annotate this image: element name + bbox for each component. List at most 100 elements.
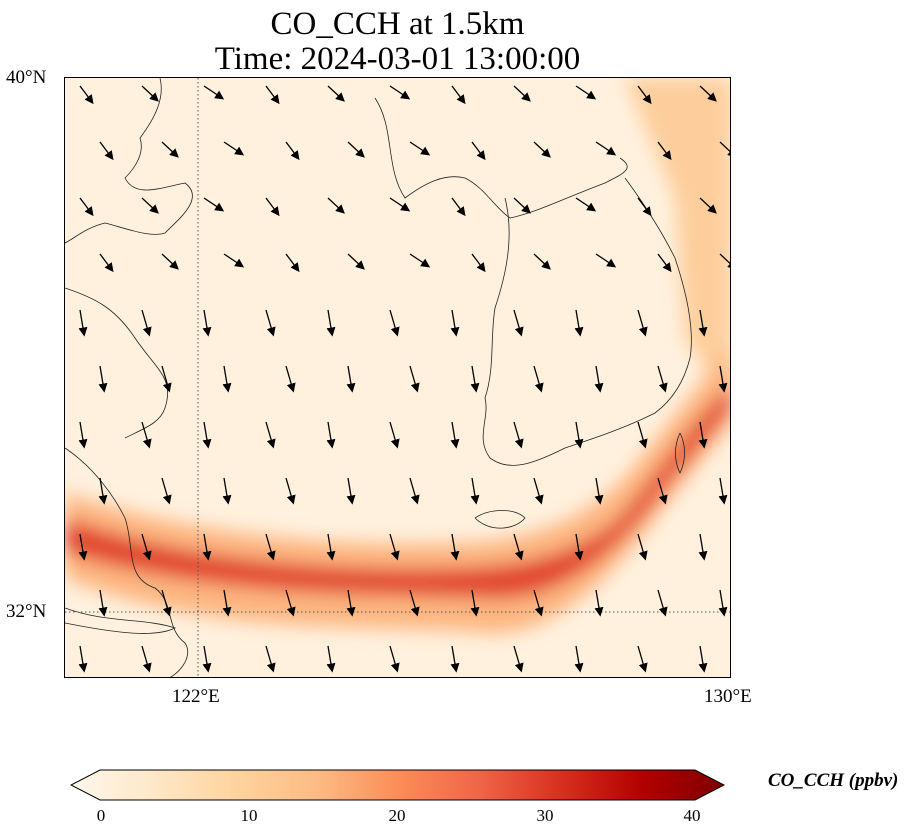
wind-arrow-66 [78,421,88,449]
wind-arrow-89 [141,533,152,561]
wind-arrow-50 [450,309,460,337]
wind-arrow-19 [595,141,617,156]
wind-arrow-98 [698,533,708,561]
wind-arrow-7 [513,85,531,102]
wind-arrow-106 [533,589,544,617]
wind-arrow-94 [450,533,460,561]
wind-arrow-34 [161,253,179,270]
plot-title-line2: Time: 2024-03-01 13:00:00 [214,41,581,77]
map-panel [64,77,731,678]
lon-label-130e: 130°E [704,686,752,707]
colorbar-label: CO_CCH (ppbv) [768,770,899,791]
wind-arrow-21 [719,141,730,158]
coast-jeju [474,510,526,529]
coast-liaoning [374,97,628,219]
wind-arrow-68 [202,421,212,449]
wind-arrow-107 [594,589,604,617]
wind-arrow-112 [202,645,212,673]
wind-arrow-30 [575,197,597,212]
coast-liaodong-shandong-north [65,78,193,244]
wind-arrow-39 [471,253,486,273]
wind-arrow-90 [202,533,212,561]
coast-yangtze-estuary [65,607,177,634]
wind-arrow-38 [409,253,431,268]
wind-arrow-92 [326,533,336,561]
wind-arrow-111 [141,645,152,673]
wind-arrow-11 [99,141,114,161]
wind-arrow-45 [141,309,152,337]
wind-arrow-23 [141,197,159,214]
wind-arrow-101 [222,589,232,617]
wind-arrow-70 [326,421,336,449]
wind-arrow-54 [698,309,708,337]
wind-arrow-16 [409,141,431,156]
wind-arrow-63 [594,365,604,393]
wind-arrow-22 [79,197,94,217]
wind-arrow-43 [719,253,730,270]
wind-arrow-93 [389,533,400,561]
wind-arrow-8 [575,85,597,100]
lat-label-40n: 40°N [6,67,47,88]
wind-arrow-15 [347,141,365,158]
gridlines [65,78,730,677]
wind-arrow-100 [161,589,172,617]
field-east-edge [625,78,730,406]
wind-arrow-78 [161,477,172,505]
wind-arrow-73 [513,421,524,449]
wind-arrow-108 [657,589,668,617]
lon-label-122e: 122°E [172,686,220,707]
wind-arrow-105 [470,589,480,617]
wind-arrow-59 [346,365,356,393]
wind-arrow-60 [409,365,420,393]
wind-arrow-14 [285,141,300,161]
wind-arrow-118 [574,645,584,673]
coast-korea [482,177,692,466]
colorbar-tick-20: 20 [388,806,406,825]
wind-arrow-87 [718,477,728,505]
wind-arrow-55 [98,365,108,393]
wind-arrow-4 [327,85,345,102]
plot-title-line1: CO_CCH at 1.5km [270,6,525,42]
wind-arrow-71 [389,421,400,449]
colorbar [69,769,726,806]
wind-arrow-67 [141,421,152,449]
wind-arrow-40 [533,253,551,270]
wind-arrow-52 [574,309,584,337]
wind-arrow-35 [223,253,245,268]
colorbar-tick-40: 40 [683,806,701,825]
wind-arrow-9 [637,85,652,105]
map-canvas [65,78,730,677]
wind-arrow-42 [657,253,672,273]
wind-arrow-74 [574,421,584,449]
wind-arrow-102 [285,589,296,617]
wind-arrow-77 [98,477,108,505]
wind-arrow-33 [99,253,114,273]
wind-arrow-104 [409,589,420,617]
wind-arrow-25 [265,197,280,217]
wind-arrow-82 [409,477,420,505]
wind-arrow-83 [470,477,480,505]
wind-arrow-80 [285,477,296,505]
coast-shandong-peninsula [65,287,169,439]
wind-arrow-37 [347,253,365,270]
colorbar-tick-0: 0 [96,806,106,825]
wind-arrow-13 [223,141,245,156]
wind-arrow-75 [637,421,648,449]
wind-arrow-56 [161,365,172,393]
wind-arrow-32 [699,197,717,214]
wind-arrow-58 [285,365,296,393]
wind-arrow-3 [265,85,280,105]
wind-arrow-6 [451,85,466,105]
wind-arrow-109 [718,589,728,617]
wind-arrow-81 [346,477,356,505]
wind-arrow-99 [98,589,108,617]
wind-arrow-61 [470,365,480,393]
wind-arrows [78,85,730,673]
wind-arrow-62 [533,365,544,393]
lat-label-32n: 32°N [6,601,47,622]
wind-arrow-114 [326,645,336,673]
wind-arrow-46 [202,309,212,337]
wind-arrow-85 [594,477,604,505]
wind-arrow-12 [161,141,179,158]
wind-arrow-1 [141,85,159,102]
